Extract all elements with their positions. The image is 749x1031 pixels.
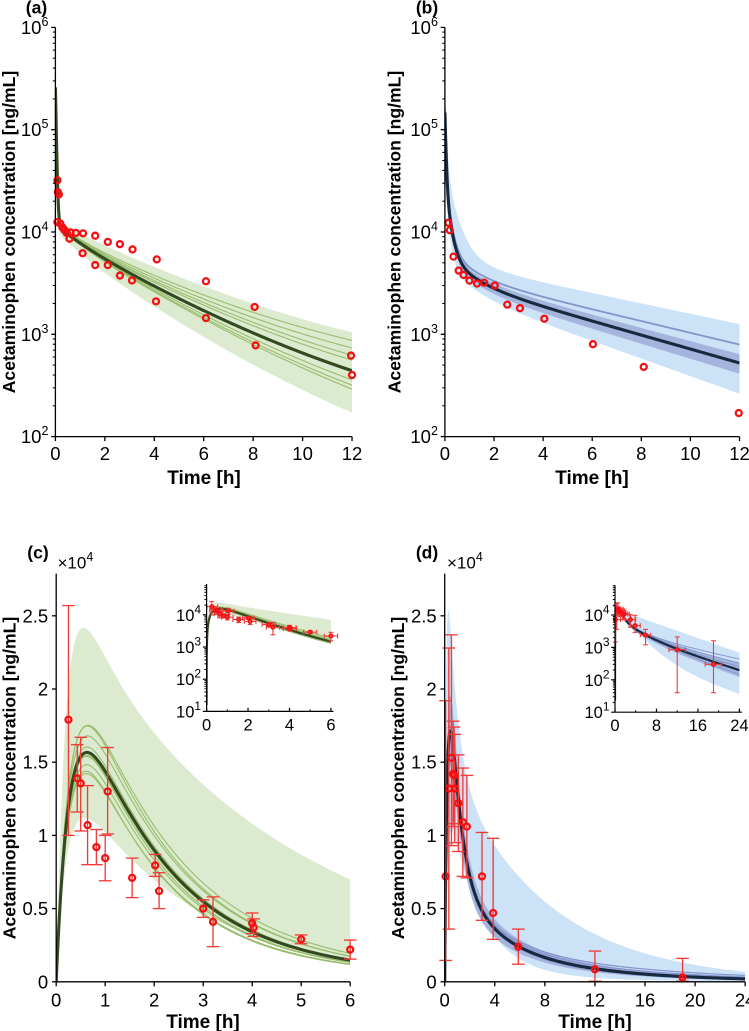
svg-text:Acetaminophen concentration [n: Acetaminophen concentration [ng/mL] bbox=[388, 617, 408, 940]
svg-text:Time [h]: Time [h] bbox=[555, 468, 629, 489]
svg-text:1.5: 1.5 bbox=[411, 752, 437, 773]
svg-text:0: 0 bbox=[202, 716, 211, 734]
svg-text:8: 8 bbox=[636, 443, 646, 464]
svg-text:4: 4 bbox=[149, 443, 159, 464]
svg-text:Time [h]: Time [h] bbox=[558, 1012, 632, 1031]
svg-text:1: 1 bbox=[38, 825, 48, 846]
svg-text:1: 1 bbox=[426, 825, 436, 846]
svg-text:(b): (b) bbox=[416, 0, 438, 18]
svg-text:12: 12 bbox=[342, 443, 363, 464]
svg-text:Time [h]: Time [h] bbox=[167, 468, 241, 489]
svg-text:0: 0 bbox=[38, 971, 48, 992]
svg-text:0: 0 bbox=[610, 717, 619, 735]
svg-text:(d): (d) bbox=[416, 543, 438, 563]
svg-text:8: 8 bbox=[248, 443, 258, 464]
svg-text:×104: ×104 bbox=[58, 550, 94, 573]
svg-text:0.5: 0.5 bbox=[411, 898, 437, 919]
svg-text:12: 12 bbox=[585, 990, 606, 1011]
svg-text:0: 0 bbox=[440, 443, 450, 464]
svg-text:4: 4 bbox=[490, 990, 500, 1011]
svg-text:2: 2 bbox=[426, 679, 436, 700]
svg-text:2: 2 bbox=[243, 716, 252, 734]
svg-text:16: 16 bbox=[635, 990, 656, 1011]
svg-text:3: 3 bbox=[198, 990, 208, 1011]
svg-text:Time [h]: Time [h] bbox=[166, 1012, 240, 1031]
svg-text:12: 12 bbox=[729, 443, 749, 464]
svg-text:Acetaminophen concentration [n: Acetaminophen concentration [ng/mL] bbox=[384, 71, 404, 394]
svg-text:5: 5 bbox=[296, 990, 306, 1011]
svg-text:20: 20 bbox=[685, 990, 706, 1011]
svg-text:Acetaminophen concentration [n: Acetaminophen concentration [ng/mL] bbox=[0, 71, 19, 394]
svg-text:6: 6 bbox=[345, 990, 355, 1011]
svg-text:×104: ×104 bbox=[447, 550, 483, 573]
svg-text:4: 4 bbox=[538, 443, 548, 464]
svg-text:2.5: 2.5 bbox=[22, 605, 48, 626]
svg-text:24: 24 bbox=[730, 717, 748, 735]
svg-text:16: 16 bbox=[689, 717, 707, 735]
svg-text:2: 2 bbox=[149, 990, 159, 1011]
svg-text:2.5: 2.5 bbox=[411, 605, 437, 626]
svg-text:4: 4 bbox=[285, 716, 294, 734]
svg-text:0: 0 bbox=[426, 971, 436, 992]
svg-text:2: 2 bbox=[38, 679, 48, 700]
svg-text:0: 0 bbox=[50, 443, 60, 464]
svg-text:6: 6 bbox=[199, 443, 209, 464]
svg-text:2: 2 bbox=[100, 443, 110, 464]
svg-text:1: 1 bbox=[100, 990, 110, 1011]
svg-text:24: 24 bbox=[735, 990, 749, 1011]
svg-text:1.5: 1.5 bbox=[22, 752, 48, 773]
svg-text:0: 0 bbox=[51, 990, 61, 1011]
svg-text:8: 8 bbox=[540, 990, 550, 1011]
svg-text:2: 2 bbox=[489, 443, 499, 464]
svg-text:0: 0 bbox=[440, 990, 450, 1011]
svg-text:Acetaminophen concentration [n: Acetaminophen concentration [ng/mL] bbox=[0, 617, 20, 940]
svg-text:8: 8 bbox=[652, 717, 661, 735]
svg-text:0.5: 0.5 bbox=[22, 898, 48, 919]
svg-text:6: 6 bbox=[326, 716, 335, 734]
svg-text:6: 6 bbox=[587, 443, 597, 464]
svg-text:10: 10 bbox=[292, 443, 313, 464]
svg-text:10: 10 bbox=[680, 443, 701, 464]
svg-text:(c): (c) bbox=[27, 543, 48, 563]
svg-text:(a): (a) bbox=[26, 0, 47, 18]
svg-text:4: 4 bbox=[247, 990, 257, 1011]
